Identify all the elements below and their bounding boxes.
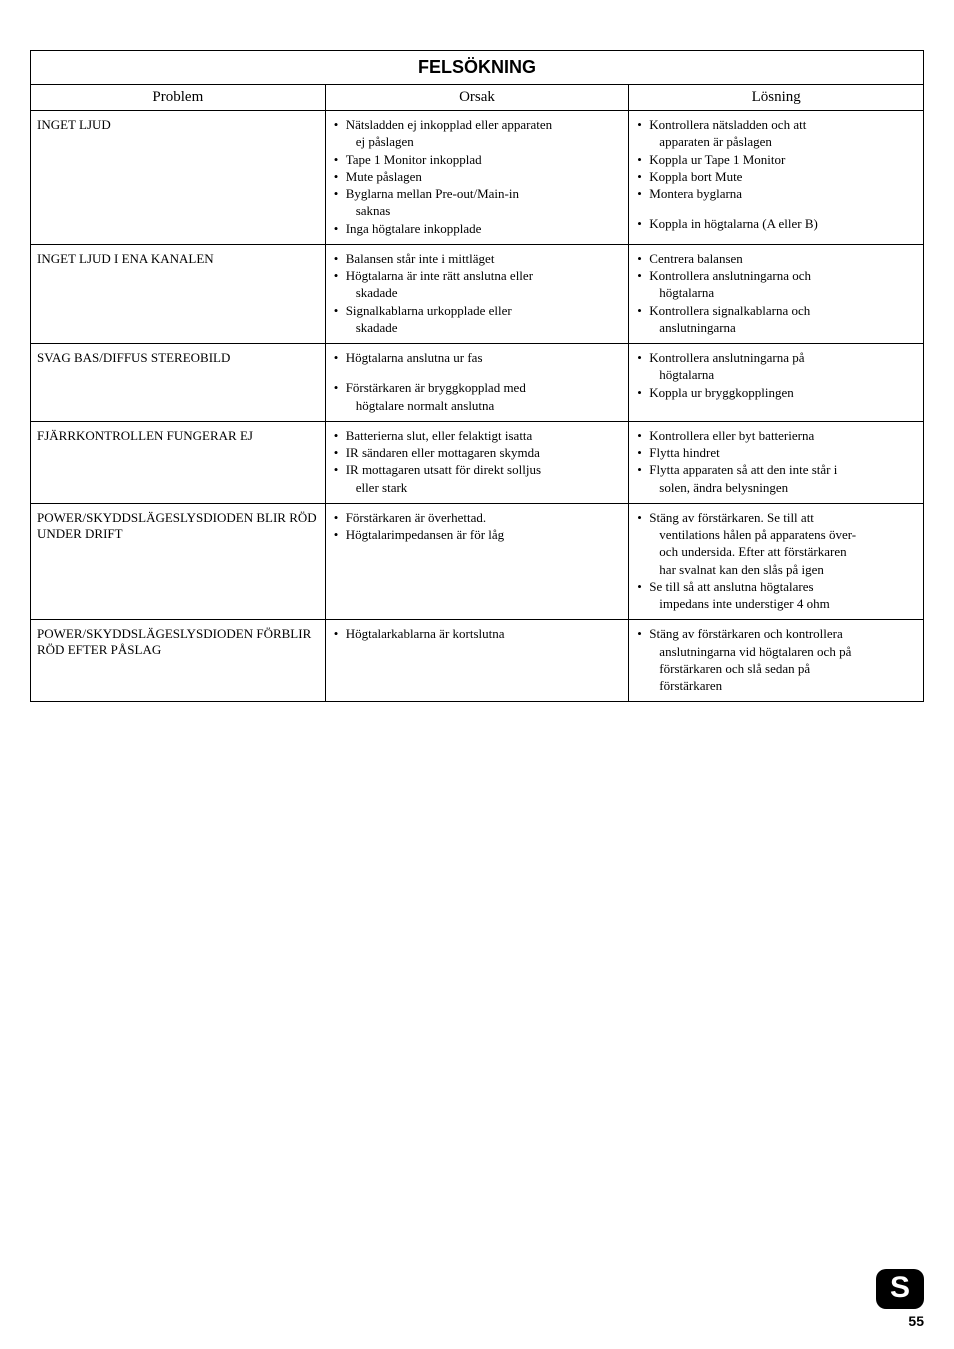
orsak-cell: Balansen står inte i mittlägetHögtalarna… xyxy=(325,244,629,343)
list-item: Centrera balansen xyxy=(637,251,915,267)
list-item: Koppla in högtalarna (A eller B) xyxy=(637,216,915,232)
list-item: Högtalarimpedansen är för låg xyxy=(334,527,621,543)
list-item: Kontrollera anslutningarna och xyxy=(637,268,915,284)
list-item: Kontrollera signalkablarna och xyxy=(637,303,915,319)
orsak-cell: Nätsladden ej inkopplad eller apparatene… xyxy=(325,111,629,245)
list-item: Förstärkaren är bryggkopplad med xyxy=(334,380,621,396)
table-row: INGET LJUD I ENA KANALENBalansen står in… xyxy=(31,244,924,343)
list-item: Nätsladden ej inkopplad eller apparaten xyxy=(334,117,621,133)
table-row: FJÄRRKONTROLLEN FUNGERAR EJBatterierna s… xyxy=(31,421,924,503)
col-header-orsak: Orsak xyxy=(325,85,629,111)
list-item: Inga högtalare inkopplade xyxy=(334,221,621,237)
list-item: Koppla bort Mute xyxy=(637,169,915,185)
list-item: högtalarna xyxy=(637,285,915,301)
list-item: förstärkaren xyxy=(637,678,915,694)
problem-cell: POWER/SKYDDSLÄGESLYSDIODEN FÖRBLIR RÖD E… xyxy=(31,620,326,702)
losning-cell: Stäng av förstärkaren. Se till attventil… xyxy=(629,503,924,620)
orsak-cell: Högtalarkablarna är kortslutna xyxy=(325,620,629,702)
list-item: anslutningarna xyxy=(637,320,915,336)
troubleshoot-table: FELSÖKNING Problem Orsak Lösning INGET L… xyxy=(30,50,924,702)
list-item: ventilations hålen på apparatens över- xyxy=(637,527,915,543)
list-item: IR sändaren eller mottagaren skymda xyxy=(334,445,621,461)
list-item: Tape 1 Monitor inkopplad xyxy=(334,152,621,168)
losning-cell: Kontrollera anslutningarna påhögtalarna K… xyxy=(629,344,924,422)
problem-cell: INGET LJUD xyxy=(31,111,326,245)
orsak-cell: Förstärkaren är överhettad.Högtalarimped… xyxy=(325,503,629,620)
list-item: Högtalarna är inte rätt anslutna eller xyxy=(334,268,621,284)
problem-cell: INGET LJUD I ENA KANALEN xyxy=(31,244,326,343)
losning-cell: Kontrollera eller byt batteriernaFlytta … xyxy=(629,421,924,503)
table-row: INGET LJUDNätsladden ej inkopplad eller … xyxy=(31,111,924,245)
list-item: ej påslagen xyxy=(334,134,621,150)
orsak-cell: Batterierna slut, eller felaktigt isatta… xyxy=(325,421,629,503)
list-item: Stäng av förstärkaren. Se till att xyxy=(637,510,915,526)
orsak-cell: Högtalarna anslutna ur fas Förstärkaren ä… xyxy=(325,344,629,422)
list-item: anslutningarna vid högtalaren och på xyxy=(637,644,915,660)
list-item: eller stark xyxy=(334,480,621,496)
problem-cell: POWER/SKYDDSLÄGESLYSDIODEN BLIR RÖD UNDE… xyxy=(31,503,326,620)
list-item: IR mottagaren utsatt för direkt solljus xyxy=(334,462,621,478)
table-row: POWER/SKYDDSLÄGESLYSDIODEN FÖRBLIR RÖD E… xyxy=(31,620,924,702)
list-item: Koppla ur Tape 1 Monitor xyxy=(637,152,915,168)
list-item: Koppla ur bryggkopplingen xyxy=(637,385,915,401)
page-footer: S 55 xyxy=(876,1269,924,1329)
list-item: Montera byglarna xyxy=(637,186,915,202)
col-header-losning: Lösning xyxy=(629,85,924,111)
table-row: SVAG BAS/DIFFUS STEREOBILDHögtalarna ans… xyxy=(31,344,924,422)
list-item: Signalkablarna urkopplade eller xyxy=(334,303,621,319)
list-item: Högtalarna anslutna ur fas xyxy=(334,350,621,366)
list-item: Balansen står inte i mittläget xyxy=(334,251,621,267)
list-item: Förstärkaren är överhettad. xyxy=(334,510,621,526)
list-item: Stäng av förstärkaren och kontrollera xyxy=(637,626,915,642)
language-badge: S xyxy=(876,1269,924,1309)
list-item: Se till så att anslutna högtalares xyxy=(637,579,915,595)
losning-cell: Kontrollera nätsladden och attapparaten … xyxy=(629,111,924,245)
problem-cell: SVAG BAS/DIFFUS STEREOBILD xyxy=(31,344,326,422)
list-item: högtalarna xyxy=(637,367,915,383)
list-item: Mute påslagen xyxy=(334,169,621,185)
list-item: Kontrollera nätsladden och att xyxy=(637,117,915,133)
col-header-problem: Problem xyxy=(31,85,326,111)
list-item: Batterierna slut, eller felaktigt isatta xyxy=(334,428,621,444)
losning-cell: Centrera balansenKontrollera anslutninga… xyxy=(629,244,924,343)
list-item: förstärkaren och slå sedan på xyxy=(637,661,915,677)
list-item: impedans inte understiger 4 ohm xyxy=(637,596,915,612)
list-item: Högtalarkablarna är kortslutna xyxy=(334,626,621,642)
list-item: Flytta hindret xyxy=(637,445,915,461)
list-item: har svalnat kan den slås på igen xyxy=(637,562,915,578)
list-item: solen, ändra belysningen xyxy=(637,480,915,496)
list-item: Kontrollera anslutningarna på xyxy=(637,350,915,366)
page-number: 55 xyxy=(876,1313,924,1329)
table-title: FELSÖKNING xyxy=(31,51,924,85)
list-item: och undersida. Efter att förstärkaren xyxy=(637,544,915,560)
list-item: Byglarna mellan Pre-out/Main-in xyxy=(334,186,621,202)
list-item: skadade xyxy=(334,285,621,301)
list-item: saknas xyxy=(334,203,621,219)
list-item: apparaten är påslagen xyxy=(637,134,915,150)
table-row: POWER/SKYDDSLÄGESLYSDIODEN BLIR RÖD UNDE… xyxy=(31,503,924,620)
list-item: skadade xyxy=(334,320,621,336)
list-item: högtalare normalt anslutna xyxy=(334,398,621,414)
list-item: Flytta apparaten så att den inte står i xyxy=(637,462,915,478)
problem-cell: FJÄRRKONTROLLEN FUNGERAR EJ xyxy=(31,421,326,503)
losning-cell: Stäng av förstärkaren och kontrollera ans… xyxy=(629,620,924,702)
list-item: Kontrollera eller byt batterierna xyxy=(637,428,915,444)
